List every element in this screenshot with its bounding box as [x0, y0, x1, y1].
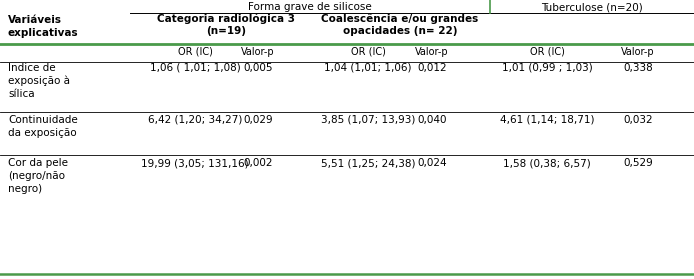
Text: (negro/não: (negro/não	[8, 171, 65, 181]
Text: 3,85 (1,07; 13,93): 3,85 (1,07; 13,93)	[321, 115, 415, 125]
Text: Cor da pele: Cor da pele	[8, 158, 68, 168]
Text: Coalescência e/ou grandes: Coalescência e/ou grandes	[321, 14, 479, 24]
Text: da exposição: da exposição	[8, 128, 76, 138]
Text: OR (IC): OR (IC)	[350, 47, 385, 57]
Text: 1,06 ( 1,01; 1,08): 1,06 ( 1,01; 1,08)	[150, 63, 240, 73]
Text: 0,529: 0,529	[623, 158, 653, 168]
Text: exposição à: exposição à	[8, 76, 70, 86]
Text: 0,032: 0,032	[623, 115, 653, 125]
Text: Variáveis: Variáveis	[8, 15, 62, 25]
Text: (n=19): (n=19)	[207, 26, 246, 36]
Text: sílica: sílica	[8, 89, 35, 99]
Text: OR (IC): OR (IC)	[178, 47, 212, 57]
Text: OR (IC): OR (IC)	[530, 47, 564, 57]
Text: Tuberculose (n=20): Tuberculose (n=20)	[541, 2, 643, 12]
Text: Categoria radiológica 3: Categoria radiológica 3	[158, 14, 296, 24]
Text: negro): negro)	[8, 184, 42, 194]
Text: 0,024: 0,024	[417, 158, 447, 168]
Text: Valor-p: Valor-p	[242, 47, 275, 57]
Text: Valor-p: Valor-p	[621, 47, 655, 57]
Text: 1,58 (0,38; 6,57): 1,58 (0,38; 6,57)	[503, 158, 591, 168]
Text: Forma grave de silicose: Forma grave de silicose	[248, 2, 372, 12]
Text: Valor-p: Valor-p	[415, 47, 449, 57]
Text: 0,005: 0,005	[244, 63, 273, 73]
Text: 19,99 (3,05; 131,16): 19,99 (3,05; 131,16)	[141, 158, 249, 168]
Text: Continuidade: Continuidade	[8, 115, 78, 125]
Text: 0,029: 0,029	[243, 115, 273, 125]
Text: 0,040: 0,040	[417, 115, 447, 125]
Text: 5,51 (1,25; 24,38): 5,51 (1,25; 24,38)	[321, 158, 415, 168]
Text: 6,42 (1,20; 34,27): 6,42 (1,20; 34,27)	[148, 115, 242, 125]
Text: 4,61 (1,14; 18,71): 4,61 (1,14; 18,71)	[500, 115, 594, 125]
Text: Indice de: Indice de	[8, 63, 56, 73]
Text: 0,338: 0,338	[623, 63, 653, 73]
Text: 1,04 (1,01; 1,06): 1,04 (1,01; 1,06)	[324, 63, 412, 73]
Text: opacidades (n= 22): opacidades (n= 22)	[343, 26, 457, 36]
Text: 1,01 (0,99 ; 1,03): 1,01 (0,99 ; 1,03)	[502, 63, 593, 73]
Text: 0,012: 0,012	[417, 63, 447, 73]
Text: 0,002: 0,002	[244, 158, 273, 168]
Text: explicativas: explicativas	[8, 28, 78, 38]
